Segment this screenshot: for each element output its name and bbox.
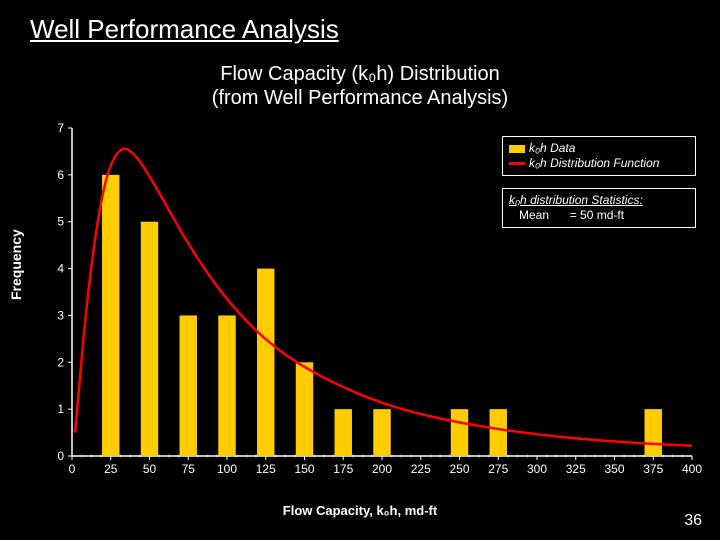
svg-text:225: 225 bbox=[411, 462, 431, 476]
svg-text:5: 5 bbox=[57, 215, 64, 229]
stats-mean-label: Mean bbox=[519, 208, 549, 222]
svg-text:1: 1 bbox=[57, 402, 64, 416]
svg-text:250: 250 bbox=[449, 462, 469, 476]
svg-text:4: 4 bbox=[57, 262, 64, 276]
svg-text:325: 325 bbox=[566, 462, 586, 476]
page-title: Well Performance Analysis bbox=[30, 14, 339, 45]
subtitle-line-1: Flow Capacity (k₀h) Distribution bbox=[220, 63, 500, 85]
y-axis-label: Frequency bbox=[8, 229, 24, 300]
legend-swatch-line bbox=[509, 162, 525, 165]
svg-text:3: 3 bbox=[57, 308, 64, 322]
svg-text:0: 0 bbox=[57, 449, 64, 463]
svg-text:125: 125 bbox=[256, 462, 276, 476]
svg-text:2: 2 bbox=[57, 355, 64, 369]
svg-text:200: 200 bbox=[372, 462, 392, 476]
svg-text:300: 300 bbox=[527, 462, 547, 476]
legend-swatch-data bbox=[509, 145, 525, 153]
svg-text:400: 400 bbox=[682, 462, 702, 476]
svg-text:375: 375 bbox=[643, 462, 663, 476]
legend-item-line: k₀h Distribution Function bbox=[529, 156, 659, 171]
svg-text:50: 50 bbox=[143, 462, 157, 476]
svg-text:75: 75 bbox=[182, 462, 196, 476]
svg-text:25: 25 bbox=[104, 462, 118, 476]
stats-box: k₀h distribution Statistics: Mean = 50 m… bbox=[502, 188, 696, 228]
stats-title: k₀h distribution Statistics: bbox=[509, 193, 643, 207]
svg-text:0: 0 bbox=[69, 462, 76, 476]
svg-text:6: 6 bbox=[57, 168, 64, 182]
svg-text:275: 275 bbox=[488, 462, 508, 476]
stats-mean-value: = 50 md-ft bbox=[570, 208, 624, 222]
svg-text:100: 100 bbox=[217, 462, 237, 476]
page-number: 36 bbox=[684, 512, 702, 530]
svg-text:150: 150 bbox=[294, 462, 314, 476]
x-axis-label: Flow Capacity, k₀h, md-ft bbox=[0, 503, 720, 518]
legend-item-data: k₀h Data bbox=[529, 141, 575, 156]
legend: k₀h Data k₀h Distribution Function bbox=[502, 136, 696, 176]
svg-text:175: 175 bbox=[333, 462, 353, 476]
svg-text:7: 7 bbox=[57, 121, 64, 135]
slide: Well Performance Analysis Flow Capacity … bbox=[0, 0, 720, 540]
svg-text:350: 350 bbox=[604, 462, 624, 476]
